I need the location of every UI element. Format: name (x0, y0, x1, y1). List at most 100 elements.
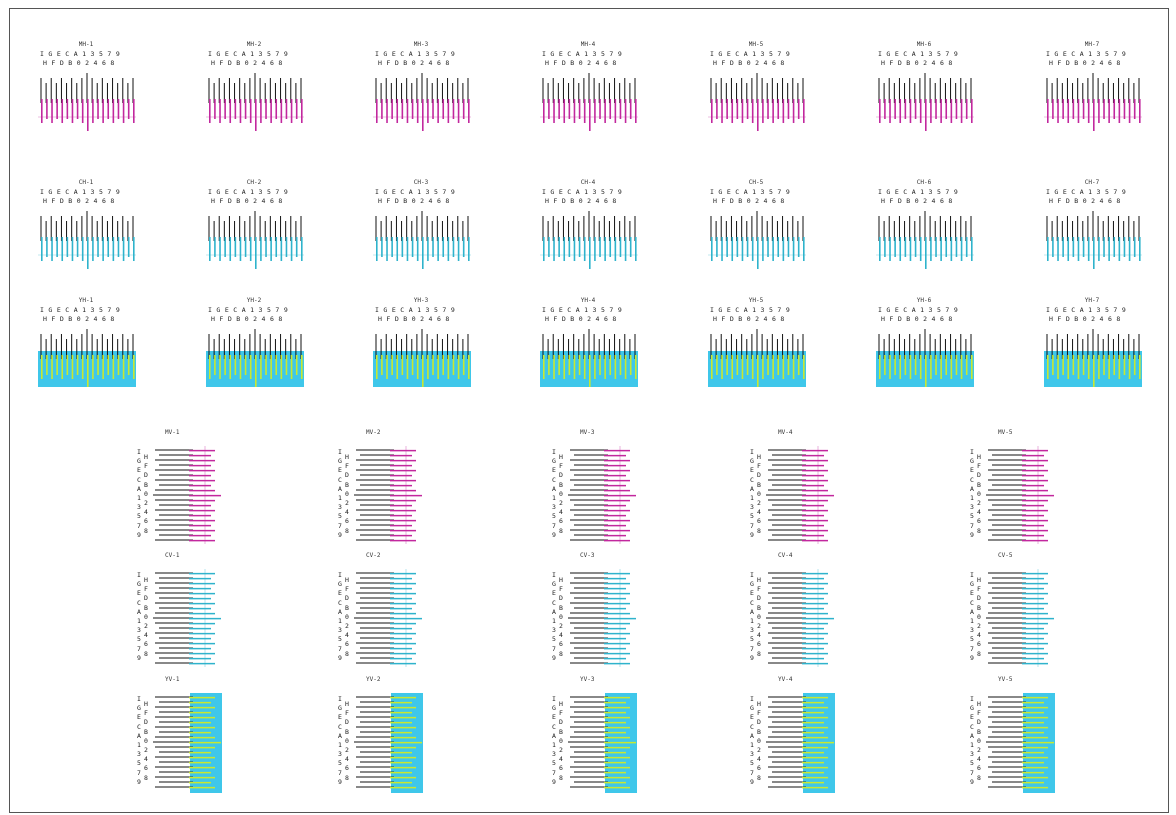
scale-right-char: H (977, 700, 982, 708)
pattern-title: YH-1 (78, 297, 94, 304)
scale-left-char: G (970, 704, 975, 713)
scale-right-char: F (144, 462, 149, 471)
h-line-pattern (708, 211, 806, 269)
scale-left-char: 9 (970, 653, 975, 662)
scale-left-char: 1 (338, 741, 343, 749)
v-line-pattern (766, 446, 834, 544)
scale-right-char: 2 (977, 622, 982, 630)
h-line-pattern (708, 73, 806, 131)
scale-left-char: 3 (970, 503, 975, 512)
scale-left-char: 9 (338, 530, 343, 539)
h-line-pattern (206, 211, 304, 269)
scale-left-char: 5 (970, 512, 975, 521)
scale-right-char: H (144, 453, 149, 461)
scale-right-char: B (144, 727, 149, 736)
pattern-title: MH-4 (580, 41, 596, 48)
scale-left-char: E (750, 466, 755, 475)
scale-left-char: 7 (338, 644, 343, 653)
scale-right-char: H (757, 700, 762, 708)
v-line-pattern (153, 569, 221, 667)
scale-bottom-row: H F D B 0 2 4 6 8 (43, 315, 115, 323)
v-line-pattern (986, 446, 1054, 544)
pattern-title: MV-3 (580, 429, 595, 436)
scale-right-char: 8 (977, 526, 982, 535)
scale-right-char: D (757, 471, 762, 480)
scale-right-char: D (559, 594, 564, 603)
scale-top-row: I G E C A 1 3 5 7 9 (878, 50, 959, 58)
scale-left-char: 1 (970, 741, 975, 749)
pattern-title: MV-1 (165, 429, 180, 436)
scale-right-char: F (977, 585, 982, 594)
scale-left-char: 5 (970, 759, 975, 768)
scale-left-char: 7 (338, 768, 343, 777)
v-line-pattern (986, 569, 1054, 667)
v-line-pattern (766, 569, 834, 667)
scale-right-char: 8 (977, 773, 982, 782)
scale-right-char: B (144, 480, 149, 489)
h-line-pattern (876, 329, 974, 387)
h-line-pattern (38, 211, 136, 269)
h-line-pattern (373, 211, 471, 269)
pattern-title: YV-1 (165, 676, 180, 683)
scale-right-char: D (559, 471, 564, 480)
scale-right-char: F (757, 462, 762, 471)
scale-right-char: 2 (977, 499, 982, 507)
scale-left-char: A (750, 731, 755, 740)
scale-top-row: I G E C A 1 3 5 7 9 (375, 50, 456, 58)
scale-left-char: C (970, 475, 975, 484)
scale-right-char: F (559, 709, 564, 718)
v-pattern: YV-2 I G E C A 1 3 5 7 9 H F D B 0 2 4 6 8 (336, 676, 446, 796)
scale-right-char: D (144, 471, 149, 480)
scale-left-char: I (137, 695, 142, 703)
scale-left-char: 3 (970, 750, 975, 759)
scale-left-char: E (750, 589, 755, 598)
scale-left-char: E (970, 713, 975, 722)
scale-left-char: I (552, 571, 557, 579)
v-line-pattern (986, 693, 1055, 793)
scale-right-char: 2 (757, 499, 762, 507)
scale-top-row: I G E C A 1 3 5 7 9 (208, 50, 289, 58)
scale-left-char: E (338, 589, 343, 598)
scale-right-char: B (977, 480, 982, 489)
scale-top-row: I G E C A 1 3 5 7 9 (542, 50, 623, 58)
scale-left-char: A (338, 731, 343, 740)
scale-left-char: 5 (552, 512, 557, 521)
scale-right-char: 4 (345, 508, 350, 517)
scale-right-char: F (345, 462, 350, 471)
scale-right-char: D (977, 594, 982, 603)
scale-right-char: D (144, 718, 149, 727)
scale-bottom-row: H F D B 0 2 4 6 8 (211, 197, 283, 205)
scale-left-char: I (137, 448, 142, 456)
scale-right-char: 2 (345, 746, 350, 754)
scale-left-char: A (137, 731, 142, 740)
scale-left-char: C (137, 598, 142, 607)
h-line-pattern (876, 211, 974, 269)
scale-right-char: 0 (757, 736, 762, 745)
scale-left-char: C (552, 475, 557, 484)
h-line-pattern (206, 73, 304, 131)
scale-left-char: 3 (970, 626, 975, 635)
scale-left-char: 5 (750, 759, 755, 768)
scale-right-char: D (345, 471, 350, 480)
scale-left-char: A (137, 607, 142, 616)
v-line-pattern (568, 569, 636, 667)
pattern-title: YV-4 (778, 676, 793, 683)
scale-right-char: 8 (757, 649, 762, 658)
scale-right-char: 6 (977, 640, 982, 649)
scale-left-char: 3 (137, 750, 142, 759)
scale-right-char: 4 (757, 508, 762, 517)
scale-left-char: I (338, 695, 343, 703)
pattern-title: CV-3 (580, 552, 595, 559)
scale-left-char: 7 (552, 521, 557, 530)
pattern-title: YH-5 (748, 297, 764, 304)
scale-left-char: 5 (970, 635, 975, 644)
v-line-pattern (153, 446, 221, 544)
pattern-title: CH-2 (246, 179, 262, 186)
h-line-pattern (540, 211, 638, 269)
v-pattern: MV-3 I G E C A 1 3 5 7 9 H F D B 0 2 4 6 8 (550, 429, 660, 549)
scale-right-char: H (144, 700, 149, 708)
